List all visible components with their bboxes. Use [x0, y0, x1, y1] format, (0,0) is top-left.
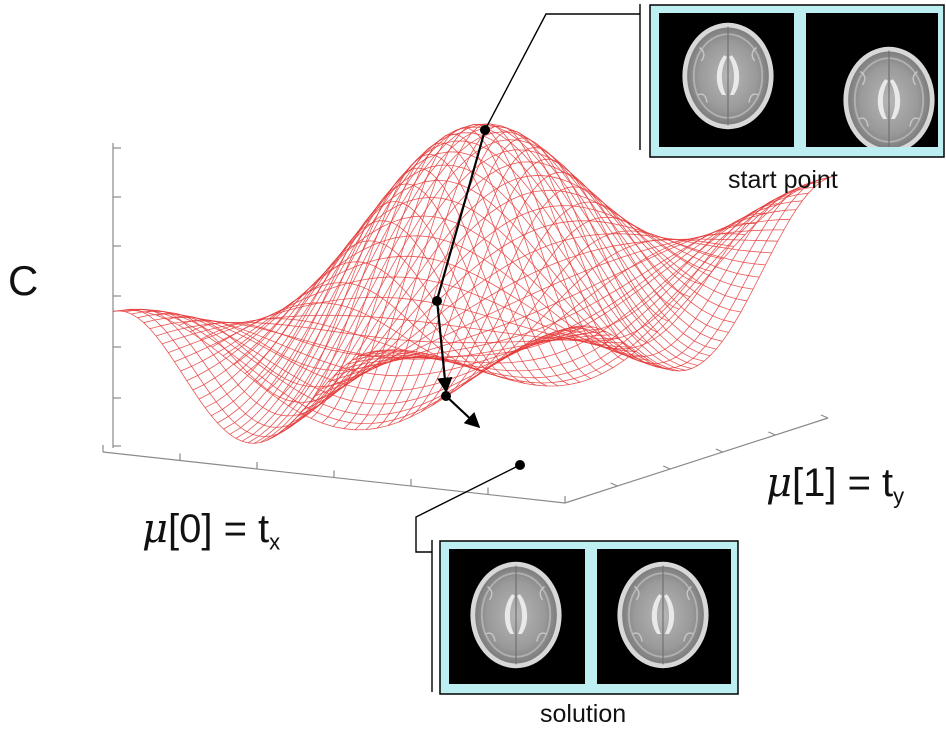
leader-lines	[415, 13, 640, 553]
start-point-caption: start point	[728, 166, 838, 194]
mesh-line	[352, 186, 815, 372]
path-point-marker	[441, 391, 451, 401]
y-axis-ticks	[610, 414, 829, 487]
mesh-line	[563, 178, 823, 369]
cost-function-surface	[112, 123, 834, 444]
z-axis-ticks	[113, 147, 121, 447]
mesh-line	[198, 196, 662, 400]
mesh-line	[254, 126, 717, 444]
mesh-line	[297, 205, 760, 417]
y-tick	[662, 465, 671, 470]
mesh-line	[168, 296, 631, 353]
mesh-line	[530, 195, 790, 350]
y-axis-label-text: [1] = t	[792, 461, 894, 505]
mesh-line	[346, 192, 809, 365]
optimization-path	[432, 125, 525, 470]
x-axis-ticks	[102, 445, 566, 503]
start-point-inset	[639, 4, 945, 158]
path-point-marker	[432, 296, 442, 306]
path-segment	[435, 129, 487, 301]
solution-caption: solution	[540, 700, 627, 728]
z-axis-label: C	[8, 257, 39, 304]
solution-leader-line	[415, 464, 521, 553]
y-axis-label-symbol: μ	[766, 460, 792, 506]
path-segment	[445, 395, 481, 429]
y-tick	[610, 482, 618, 487]
mesh-line	[541, 188, 801, 358]
solution-inset	[431, 540, 739, 695]
y-axis-label-subscript: y	[893, 483, 905, 509]
x-axis-label-text: [0] = t	[168, 507, 270, 551]
y-tick	[768, 431, 776, 436]
mesh-line	[552, 182, 812, 364]
x-axis-label: μ[0] = tx	[142, 506, 280, 556]
start-leader-line	[484, 13, 640, 131]
mesh-line	[574, 175, 834, 372]
path-segment	[435, 299, 453, 394]
mesh-line	[370, 175, 834, 387]
mesh-line	[358, 181, 821, 379]
x-axis-label-subscript: x	[269, 529, 281, 555]
x-axis-label-symbol: μ	[142, 506, 168, 552]
mesh-line	[211, 164, 674, 417]
y-tick	[715, 448, 724, 453]
y-axis-label: μ[1] = ty	[766, 460, 904, 510]
y-tick	[820, 414, 829, 419]
